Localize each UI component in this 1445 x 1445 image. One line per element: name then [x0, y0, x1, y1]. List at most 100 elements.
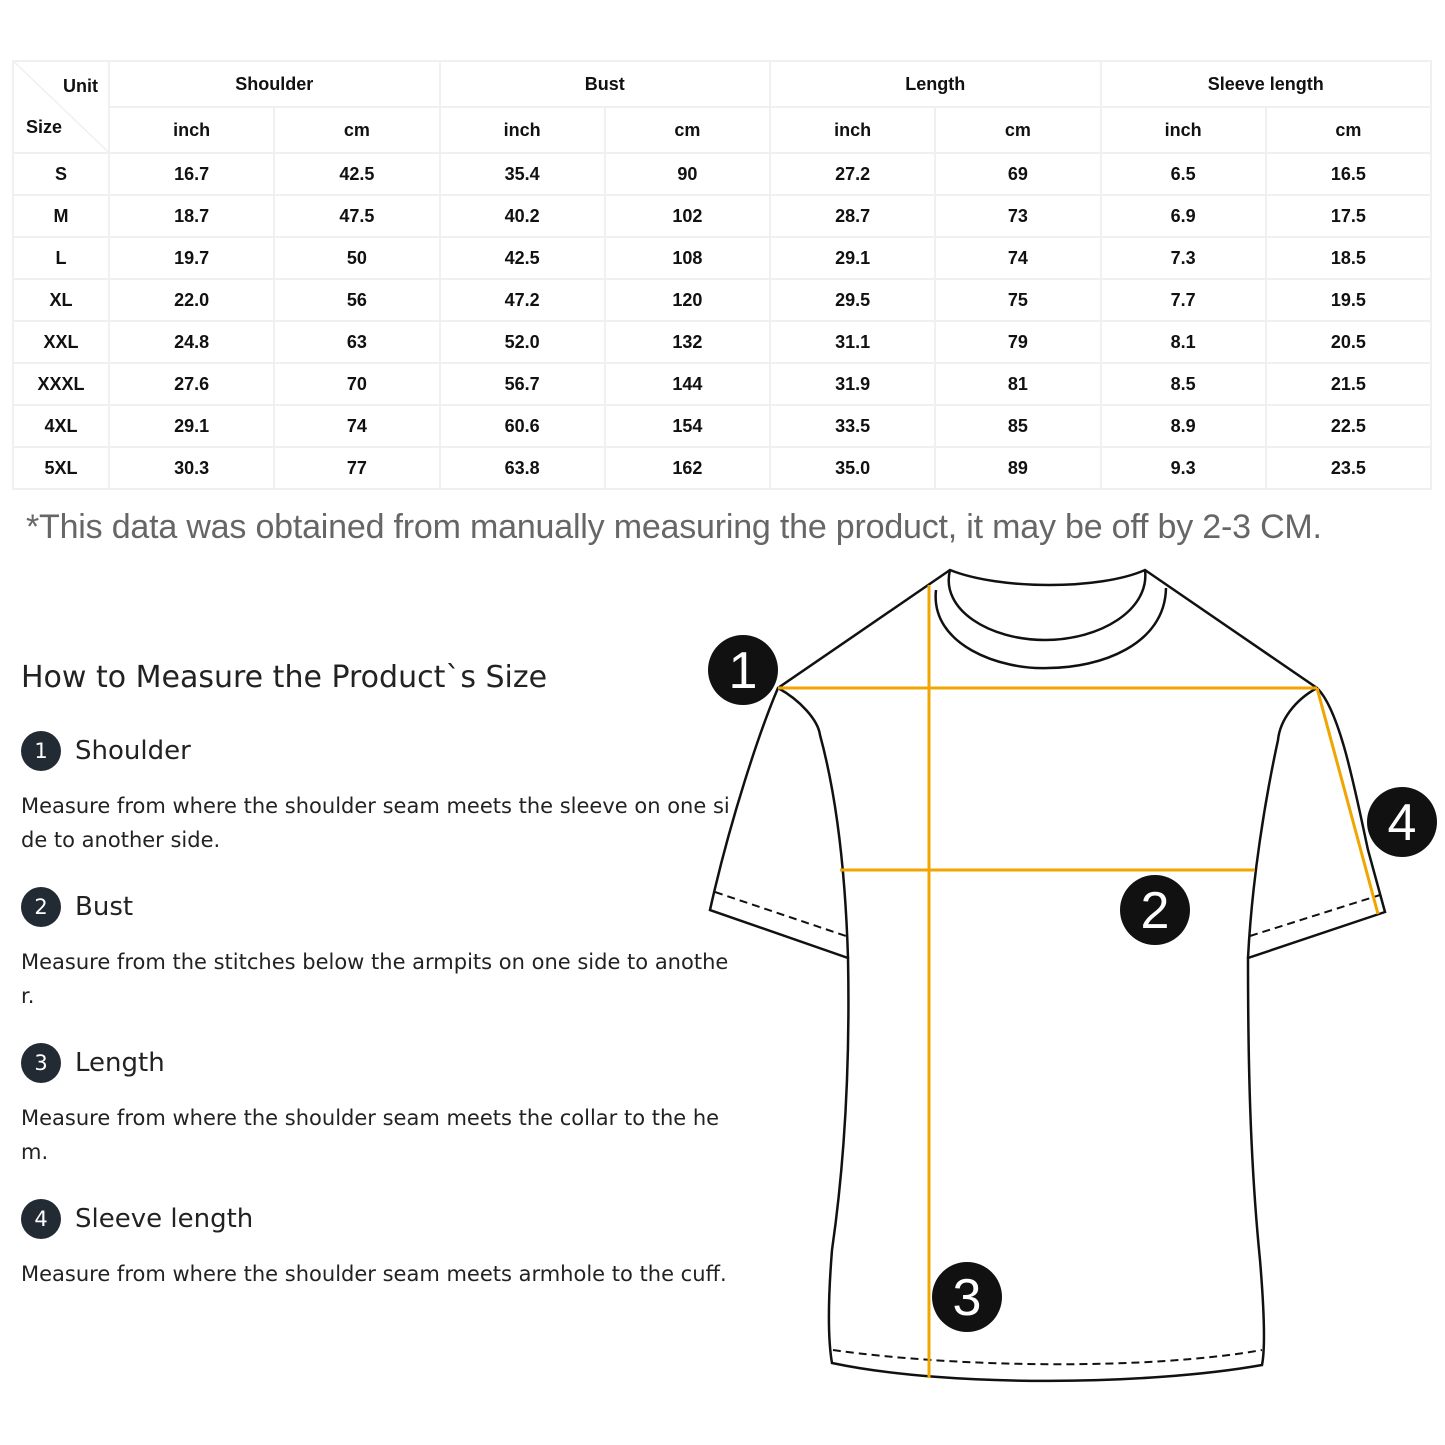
measure-lines	[778, 585, 1380, 1378]
value-cell: 74	[934, 236, 1102, 280]
value-cell: 8.1	[1099, 320, 1267, 364]
table-row: 5XL 30.3 77 63.8 162 35.0 89 9.3 23.5	[12, 446, 1433, 490]
value-cell: 20.5	[1264, 320, 1433, 364]
size-cell: XXL	[12, 320, 110, 364]
group-header-shoulder: Shoulder	[108, 60, 441, 108]
tshirt-diagram: 1 2 3 4	[708, 568, 1437, 1383]
value-cell: 90	[603, 152, 772, 196]
value-cell: 29.1	[107, 404, 276, 448]
table-row: XXXL 27.6 70 56.7 144 31.9 81 8.5 21.5	[12, 362, 1433, 406]
guide-item-description: Measure from where the shoulder seam mee…	[21, 1106, 720, 1164]
value-cell: 74	[273, 404, 441, 448]
size-label: Size	[26, 117, 63, 137]
value-cell: 154	[603, 404, 772, 448]
value-cell: 29.5	[768, 278, 937, 322]
value-cell: 77	[273, 446, 441, 490]
value-cell: 63.8	[438, 446, 606, 490]
value-cell: 47.5	[273, 194, 441, 238]
value-cell: 23.5	[1264, 446, 1433, 490]
value-cell: 85	[934, 404, 1102, 448]
value-cell: 31.1	[768, 320, 937, 364]
value-cell: 7.7	[1099, 278, 1267, 322]
value-cell: 89	[934, 446, 1102, 490]
corner-header: Unit Size	[12, 60, 110, 154]
number-badge-icon: 2	[21, 887, 61, 927]
svg-text:3: 3	[953, 1269, 982, 1327]
value-cell: 16.7	[107, 152, 276, 196]
value-cell: 6.9	[1099, 194, 1267, 238]
value-cell: 73	[934, 194, 1102, 238]
value-cell: 30.3	[107, 446, 276, 490]
value-cell: 8.5	[1099, 362, 1267, 406]
unit-header: cm	[934, 106, 1102, 154]
value-cell: 47.2	[438, 278, 606, 322]
table-row: M 18.7 47.5 40.2 102 28.7 73 6.9 17.5	[12, 194, 1433, 238]
value-cell: 69	[934, 152, 1102, 196]
guide-item-title: Shoulder	[75, 736, 191, 766]
tshirt-outline	[708, 568, 1387, 1383]
group-header-sleeve: Sleeve length	[1099, 60, 1432, 108]
value-cell: 27.6	[107, 362, 276, 406]
value-cell: 56.7	[438, 362, 606, 406]
size-cell: M	[12, 194, 110, 238]
value-cell: 6.5	[1099, 152, 1267, 196]
guide-item-description: Measure from where the shoulder seam mee…	[21, 1262, 727, 1286]
table-row: 4XL 29.1 74 60.6 154 33.5 85 8.9 22.5	[12, 404, 1433, 448]
size-cell: XL	[12, 278, 110, 322]
value-cell: 60.6	[438, 404, 606, 448]
number-badge-icon: 1	[21, 731, 61, 771]
value-cell: 9.3	[1099, 446, 1267, 490]
value-cell: 40.2	[438, 194, 606, 238]
value-cell: 24.8	[107, 320, 276, 364]
guide-item-header: 4 Sleeve length	[21, 1199, 731, 1239]
size-cell: 5XL	[12, 446, 110, 490]
value-cell: 33.5	[768, 404, 937, 448]
unit-header: cm	[603, 106, 772, 154]
unit-header: inch	[107, 106, 276, 154]
unit-header: inch	[768, 106, 937, 154]
value-cell: 50	[273, 236, 441, 280]
value-cell: 162	[603, 446, 772, 490]
value-cell: 144	[603, 362, 772, 406]
value-cell: 79	[934, 320, 1102, 364]
value-cell: 120	[603, 278, 772, 322]
value-cell: 42.5	[273, 152, 441, 196]
value-cell: 63	[273, 320, 441, 364]
group-header-bust: Bust	[438, 60, 771, 108]
value-cell: 7.3	[1099, 236, 1267, 280]
svg-text:2: 2	[1141, 882, 1170, 940]
size-cell: S	[12, 152, 110, 196]
guide-title: How to Measure the Product`s Size	[21, 660, 548, 695]
value-cell: 42.5	[438, 236, 606, 280]
marker-4: 4	[1367, 787, 1437, 857]
value-cell: 132	[603, 320, 772, 364]
value-cell: 19.7	[107, 236, 276, 280]
group-header-length: Length	[769, 60, 1102, 108]
value-cell: 22.0	[107, 278, 276, 322]
value-cell: 81	[934, 362, 1102, 406]
guide-item-description: Measure from where the shoulder seam mee…	[21, 794, 730, 852]
guide-item-header: 2 Bust	[21, 887, 731, 927]
table-row: S 16.7 42.5 35.4 90 27.2 69 6.5 16.5	[12, 152, 1433, 196]
table-row: XL 22.0 56 47.2 120 29.5 75 7.7 19.5	[12, 278, 1433, 322]
unit-header: cm	[1264, 106, 1433, 154]
value-cell: 35.0	[768, 446, 937, 490]
svg-text:1: 1	[729, 642, 758, 700]
value-cell: 70	[273, 362, 441, 406]
value-cell: 29.1	[768, 236, 937, 280]
guide-item-description: Measure from the stitches below the armp…	[21, 950, 729, 1008]
size-cell: XXXL	[12, 362, 110, 406]
guide-item-title: Sleeve length	[75, 1204, 254, 1234]
sleeve-line	[1315, 687, 1380, 915]
table-row: XXL 24.8 63 52.0 132 31.1 79 8.1 20.5	[12, 320, 1433, 364]
marker-3: 3	[932, 1262, 1002, 1332]
size-cell: 4XL	[12, 404, 110, 448]
table-row: L 19.7 50 42.5 108 29.1 74 7.3 18.5	[12, 236, 1433, 280]
value-cell: 21.5	[1264, 362, 1433, 406]
value-cell: 8.9	[1099, 404, 1267, 448]
guide-item-bust: 2 Bust Measure from the stitches below t…	[21, 887, 731, 1013]
size-cell: L	[12, 236, 110, 280]
number-badge-icon: 3	[21, 1043, 61, 1083]
guide-item-header: 1 Shoulder	[21, 731, 731, 771]
svg-text:4: 4	[1388, 794, 1417, 852]
